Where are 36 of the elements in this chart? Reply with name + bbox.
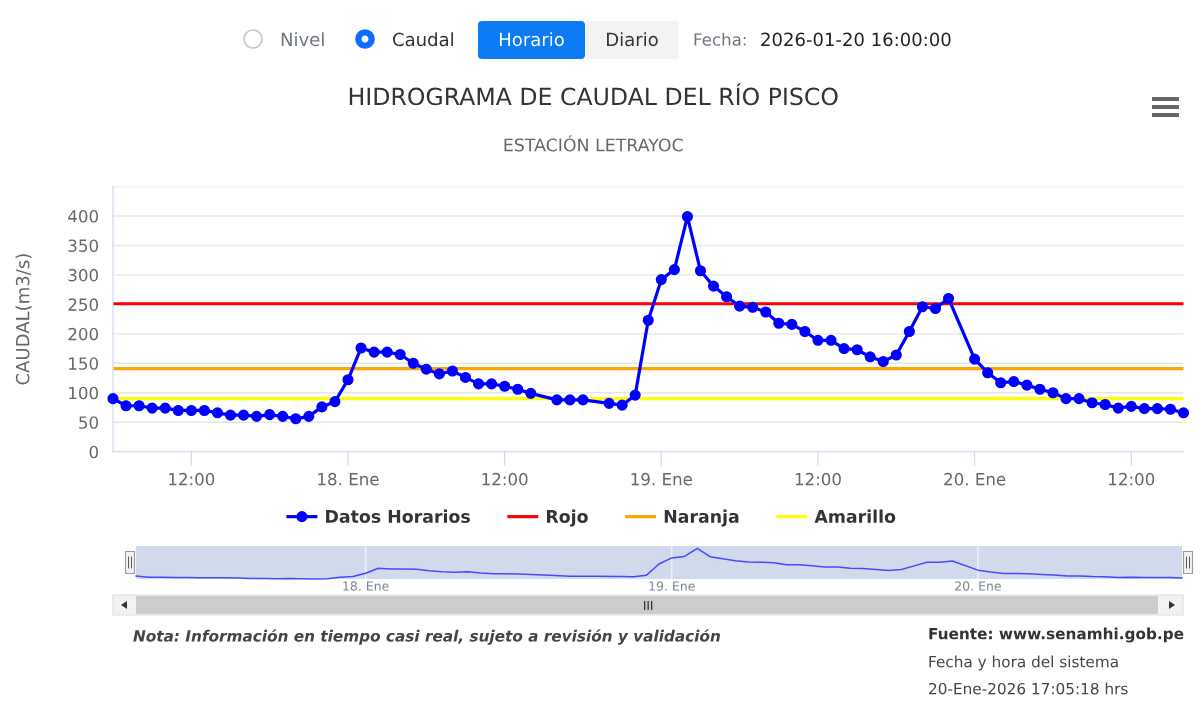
y-tick-label: 200 [68, 327, 98, 341]
text: Diario [607, 32, 658, 47]
text: Nota: Información en tiempo casi real, sujeto a revisión y validación [133, 629, 720, 645]
y-tick-label: 150 [69, 357, 98, 370]
x-tick-label: 20. Ene [944, 472, 1006, 486]
y-tick-label: 100 [69, 386, 98, 400]
legend-label: Rojo [546, 509, 588, 527]
chart-title: HIDROGRAMA DE CAUDAL DEL RÍO PISCO [349, 83, 838, 106]
x-tick-label: 19. Ene [649, 581, 695, 591]
text: Fecha y hora del sistema [929, 655, 1118, 671]
y-tick-label: 250 [68, 298, 98, 311]
text: Fecha: [694, 32, 746, 46]
legend-label: Datos Horarios [326, 509, 470, 523]
y-tick-label: 400 [68, 209, 98, 223]
y-tick-label: 300 [68, 268, 98, 282]
y-axis-title: CAUDAL(m3/s) [15, 254, 32, 385]
text: Horario [499, 32, 564, 47]
legend-label: Amarillo [814, 509, 896, 523]
x-tick-label: 18. Ene [343, 581, 389, 591]
y-tick-label: 50 [79, 416, 98, 429]
text: 20-Ene-2026 17:05:18 hrs [929, 682, 1128, 695]
x-tick-label: 20. Ene [955, 581, 1001, 591]
y-tick-label: 0 [89, 445, 98, 459]
source-note: Fuente: www.senamhi.gob.pe [929, 627, 1184, 643]
x-tick-label: 12:00 [482, 472, 528, 486]
chart-subtitle: ESTACIÓN LETRAYOC [504, 135, 683, 152]
text: Nivel [281, 32, 324, 47]
x-tick-label: 18. Ene [318, 472, 379, 486]
y-tick-label: 350 [68, 239, 98, 252]
legend-label: Naranja [664, 509, 739, 527]
x-tick-label: 12:00 [1109, 472, 1155, 486]
text: 2026-01-20 16:00:00 [761, 32, 951, 47]
x-tick-label: 12:00 [795, 472, 841, 486]
x-tick-label: 19. Ene [631, 472, 692, 486]
x-tick-label: 12:00 [169, 472, 215, 486]
text: Caudal [393, 32, 453, 47]
